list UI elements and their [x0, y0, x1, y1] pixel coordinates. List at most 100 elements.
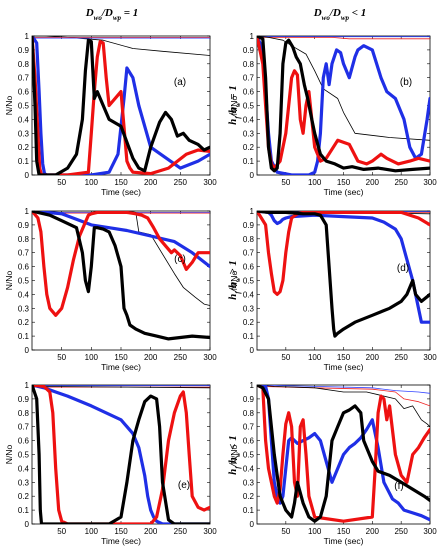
y-tick-label: 1 [25, 381, 30, 390]
x-tick-label: 250 [174, 527, 188, 536]
y-tick-label: 0.3 [243, 478, 255, 487]
series-line-red-4 [257, 211, 430, 296]
panel-label: (d) [397, 263, 409, 274]
y-tick-label: 0.4 [18, 290, 30, 299]
y-tick-label: 0.8 [243, 60, 255, 69]
x-tick-label: 50 [281, 178, 290, 187]
series-line-red-4 [257, 385, 430, 523]
x-tick-label: 100 [85, 527, 99, 536]
series-line-black-2 [257, 36, 430, 141]
y-tick-label: 0.6 [243, 263, 255, 272]
x-tick-label: 50 [57, 178, 66, 187]
y-tick-label: 0.9 [243, 221, 255, 230]
x-tick-label: 200 [366, 178, 380, 187]
row-label-1: hf/hw = 1 [227, 85, 242, 125]
series-line-black-5 [257, 36, 430, 173]
series-line-black-0 [32, 36, 210, 56]
series-line-blue-3 [32, 211, 210, 269]
y-tick-label: 0.3 [243, 304, 255, 313]
x-tick-label: 250 [394, 527, 408, 536]
y-tick-label: 0.5 [243, 102, 255, 111]
x-tick-label: 250 [174, 353, 188, 362]
y-tick-label: 0.8 [18, 409, 30, 418]
y-tick-label: 0.9 [243, 46, 255, 55]
x-tick-label: 150 [114, 178, 128, 187]
x-tick-label: 100 [85, 353, 99, 362]
y-tick-label: 0.5 [18, 451, 30, 460]
y-tick-label: 0.5 [243, 451, 255, 460]
x-tick-label: 200 [144, 527, 158, 536]
x-tick-label: 200 [366, 353, 380, 362]
y-tick-label: 0 [25, 346, 30, 355]
y-axis-label: N/No [4, 96, 14, 116]
y-tick-label: 0 [25, 520, 30, 529]
y-tick-label: 0.2 [18, 143, 30, 152]
y-tick-label: 0.8 [243, 235, 255, 244]
y-tick-label: 0.1 [18, 332, 30, 341]
series-group [32, 211, 210, 341]
series-line-red-4 [32, 385, 210, 524]
x-tick-label: 250 [394, 178, 408, 187]
y-tick-label: 0.3 [18, 129, 30, 138]
series-line-thin_blue-0 [257, 385, 430, 394]
y-tick-label: 0.6 [18, 437, 30, 446]
series-line-blue-3 [257, 36, 430, 175]
x-tick-label: 150 [337, 353, 351, 362]
series-group [32, 36, 210, 175]
y-tick-label: 0.1 [243, 332, 255, 341]
y-tick-label: 0.3 [18, 304, 30, 313]
series-line-blue-3 [257, 211, 430, 324]
x-tick-label: 150 [114, 353, 128, 362]
x-axis-label: Time (sec) [101, 362, 141, 372]
x-axis-label: Time (sec) [101, 187, 141, 197]
y-tick-label: 0.8 [243, 409, 255, 418]
y-tick-label: 0 [250, 346, 255, 355]
series-line-red-4 [257, 36, 430, 170]
y-tick-label: 0.1 [18, 506, 30, 515]
x-tick-label: 200 [144, 178, 158, 187]
y-tick-label: 0.4 [18, 115, 30, 124]
y-tick-label: 1 [25, 32, 30, 41]
series-line-thin_red-1 [257, 37, 430, 40]
y-tick-label: 0.6 [18, 88, 30, 97]
y-tick-label: 0.7 [18, 74, 30, 83]
panel-label: (b) [400, 77, 412, 88]
x-tick-label: 300 [423, 178, 437, 187]
series-line-black-2 [257, 385, 430, 428]
series-line-black-2 [32, 385, 210, 389]
y-tick-label: 0.6 [18, 263, 30, 272]
y-axis-label: N/No [4, 445, 14, 465]
x-tick-label: 250 [394, 353, 408, 362]
x-tick-label: 150 [337, 527, 351, 536]
panel-label: (e) [178, 480, 190, 491]
y-tick-label: 0.5 [243, 277, 255, 286]
x-axis-label: Time (sec) [324, 536, 364, 546]
x-axis-label: Time (sec) [324, 362, 364, 372]
series-line-black-5 [257, 385, 430, 523]
x-tick-label: 250 [174, 178, 188, 187]
x-tick-label: 300 [423, 527, 437, 536]
x-tick-label: 200 [366, 527, 380, 536]
x-tick-label: 300 [203, 527, 217, 536]
y-tick-label: 0.1 [243, 157, 255, 166]
x-tick-label: 100 [85, 178, 99, 187]
series-line-black-5 [32, 385, 210, 524]
series-line-black-5 [32, 36, 210, 175]
y-tick-label: 0.7 [243, 423, 255, 432]
row-label-3: hf/hw < 1 [227, 435, 242, 475]
series-line-red-4 [32, 36, 210, 175]
y-tick-label: 1 [25, 207, 30, 216]
y-axis-label: N/No [229, 96, 239, 116]
column-header-left: Dwo/Dwp = 1 [85, 7, 139, 22]
y-tick-label: 0.8 [18, 60, 30, 69]
y-tick-label: 0.5 [18, 277, 30, 286]
y-tick-label: 1 [250, 381, 255, 390]
series-group [257, 36, 430, 175]
x-tick-label: 300 [203, 178, 217, 187]
x-tick-label: 300 [423, 353, 437, 362]
y-tick-label: 0.6 [243, 88, 255, 97]
y-tick-label: 0.9 [18, 221, 30, 230]
